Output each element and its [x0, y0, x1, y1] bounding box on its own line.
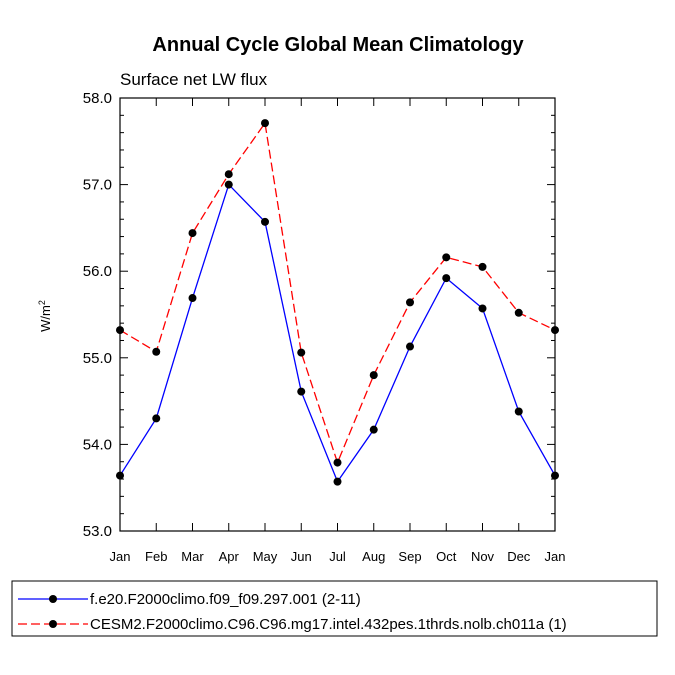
x-tick-label: Apr: [219, 549, 240, 564]
legend-label-2: CESM2.F2000climo.C96.C96.mg17.intel.432p…: [90, 616, 567, 633]
data-point: [406, 342, 414, 351]
x-tick-label: Jun: [291, 549, 312, 564]
y-tick-label: 54.0: [83, 436, 112, 453]
data-point: [116, 471, 124, 480]
legend-marker-1: [49, 595, 57, 603]
x-tick-label: Oct: [436, 549, 457, 564]
data-point: [152, 414, 161, 423]
x-tick-label: Mar: [181, 549, 204, 564]
data-point: [478, 304, 487, 313]
data-point: [297, 387, 306, 396]
legend-marker-2: [49, 620, 57, 628]
data-point: [333, 477, 342, 486]
x-tick-label: May: [253, 549, 278, 564]
series-2: [116, 119, 559, 467]
y-tick-label: 56.0: [83, 263, 112, 280]
y-tick-label: 58.0: [83, 90, 112, 107]
data-point: [551, 326, 559, 335]
data-point: [514, 407, 523, 416]
x-tick-label: Jan: [545, 549, 566, 564]
data-point: [261, 119, 269, 128]
legend-box: [11, 580, 658, 637]
data-point: [551, 471, 559, 480]
data-point: [116, 326, 124, 335]
series-1: [116, 180, 559, 486]
data-point: [478, 262, 487, 271]
x-tick-label: Sep: [398, 549, 421, 564]
data-point: [152, 347, 161, 356]
data-point: [224, 180, 233, 189]
x-tick-label: Jul: [329, 549, 346, 564]
data-point: [442, 274, 451, 283]
data-point: [333, 458, 342, 467]
data-point: [442, 253, 451, 262]
x-tick-label: Nov: [471, 549, 495, 564]
x-tick-label: Aug: [362, 549, 385, 564]
legend: f.e20.F2000climo.f09_f09.297.001 (2-11) C…: [11, 580, 658, 637]
data-point: [514, 308, 523, 317]
legend-label-1: f.e20.F2000climo.f09_f09.297.001 (2-11): [90, 591, 361, 608]
y-tick-label: 53.0: [83, 523, 112, 540]
x-tick-label: Dec: [507, 549, 531, 564]
x-tick-label: Feb: [145, 549, 167, 564]
data-point: [406, 298, 414, 307]
chart-title: Annual Cycle Global Mean Climatology: [152, 34, 524, 56]
series-line: [119, 121, 556, 465]
data-point: [297, 348, 306, 357]
data-point: [188, 229, 197, 238]
y-tick-label: 55.0: [83, 350, 112, 367]
y-axis-label: W/m2: [37, 300, 53, 332]
y-tick-label: 57.0: [83, 177, 112, 194]
axes: 53.0 54.0 55.0 56.0 57.0 58.0 Jan Feb Mar Apr May J…: [83, 90, 566, 564]
data-point: [188, 294, 197, 303]
data-point: [369, 371, 378, 380]
series-line: [119, 183, 556, 483]
series-layer: [116, 119, 559, 486]
chart-subtitle: Surface net LW flux: [120, 70, 268, 89]
data-point: [369, 425, 378, 434]
x-tick-label: Jan: [110, 549, 131, 564]
data-point: [261, 217, 269, 226]
data-point: [224, 170, 233, 179]
